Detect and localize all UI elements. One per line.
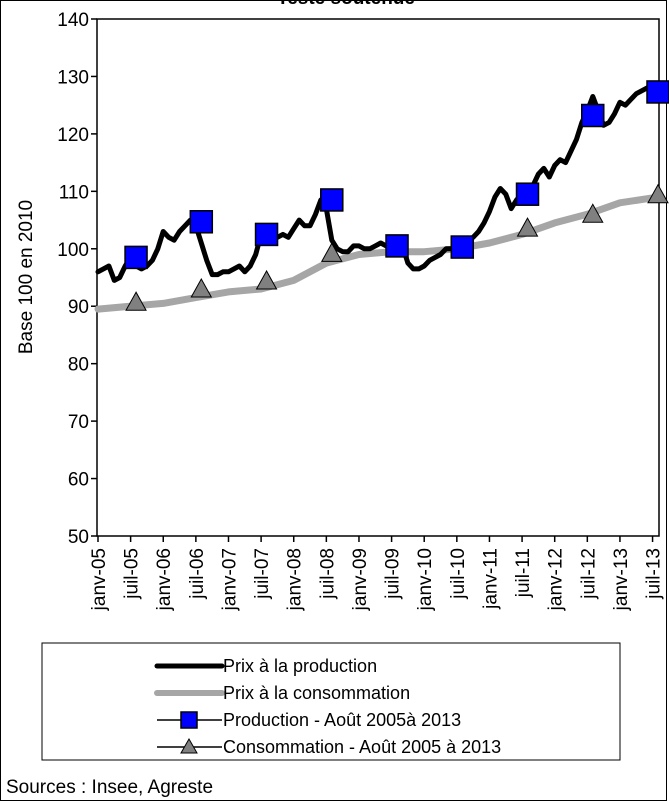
legend-label: Prix à la production [223,656,377,676]
x-tick-label: juil-08 [317,548,338,600]
consumption-marker [516,217,539,237]
x-tick-label: janv-05 [89,548,110,611]
x-tick-label: janv-09 [350,548,371,611]
consumption-marker [647,183,669,204]
production-marker [124,245,148,270]
x-tick-label: juil-07 [252,548,273,600]
production-marker [515,182,540,206]
x-tick-label: janv-13 [611,548,632,611]
legend-items: Prix à la production Prix à la consommati… [154,656,501,757]
x-tick-label: juil-06 [187,548,208,600]
y-tick-label: 70 [68,412,89,433]
consumption-marker [320,242,343,262]
y-tick-label: 100 [57,240,89,261]
x-tick-label: juil-13 [644,548,665,600]
x-tick-label: juil-10 [448,548,469,600]
x-tick-label: juil-12 [578,548,599,600]
y-axis: 50 60 70 80 90 100 110 120 130 140 [57,10,97,548]
markers-layer [124,80,669,311]
plot-area [96,18,660,537]
y-axis-label: Base 100 en 2010 [16,200,37,354]
legend [41,642,621,761]
production-marker [450,235,475,259]
legend-marker [180,737,198,754]
y-tick-label: 120 [57,125,89,146]
consumption-marker [255,269,278,290]
y-tick-label: 60 [68,470,89,491]
y-tick-label: 80 [68,355,89,376]
y-tick-label: 140 [57,10,89,31]
legend-marker [180,711,198,729]
y-tick-label: 130 [57,67,89,88]
x-tick-label: janv-08 [285,548,306,611]
x-tick-label: juil-09 [383,548,404,600]
legend-label: Production - Août 2005à 2013 [223,710,461,730]
x-axis: janv-05 juil-05 janv-06 juil-06 janv-07 juil-… [89,536,665,611]
production-marker [646,80,669,104]
consumption-marker [581,203,604,223]
x-tick-label: juil-11 [513,548,534,598]
y-tick-label: 50 [68,527,89,548]
legend-label: Prix à la consommation [223,683,410,703]
x-tick-label: janv-07 [219,548,240,611]
x-tick-label: janv-06 [154,548,175,611]
consumption-price-line [94,193,662,313]
consumption-marker [190,277,213,298]
production-marker [385,234,409,258]
y-tick-label: 110 [59,182,89,203]
x-tick-label: juil-05 [122,548,143,600]
source-note: Sources : Insee, Agreste [6,777,213,798]
production-marker [320,188,344,212]
x-tick-label: janv-12 [546,548,567,611]
legend-label: Consommation - Août 2005 à 2013 [223,737,501,757]
chart-title: Teste soutenue [277,0,415,9]
y-tick-label: 90 [68,297,89,318]
x-tick-label: janv-10 [415,548,436,611]
production-marker [581,103,605,128]
x-tick-label: janv-11 [480,548,501,610]
consumption-marker [125,291,147,311]
production-marker [189,210,214,234]
production-marker [254,222,279,247]
